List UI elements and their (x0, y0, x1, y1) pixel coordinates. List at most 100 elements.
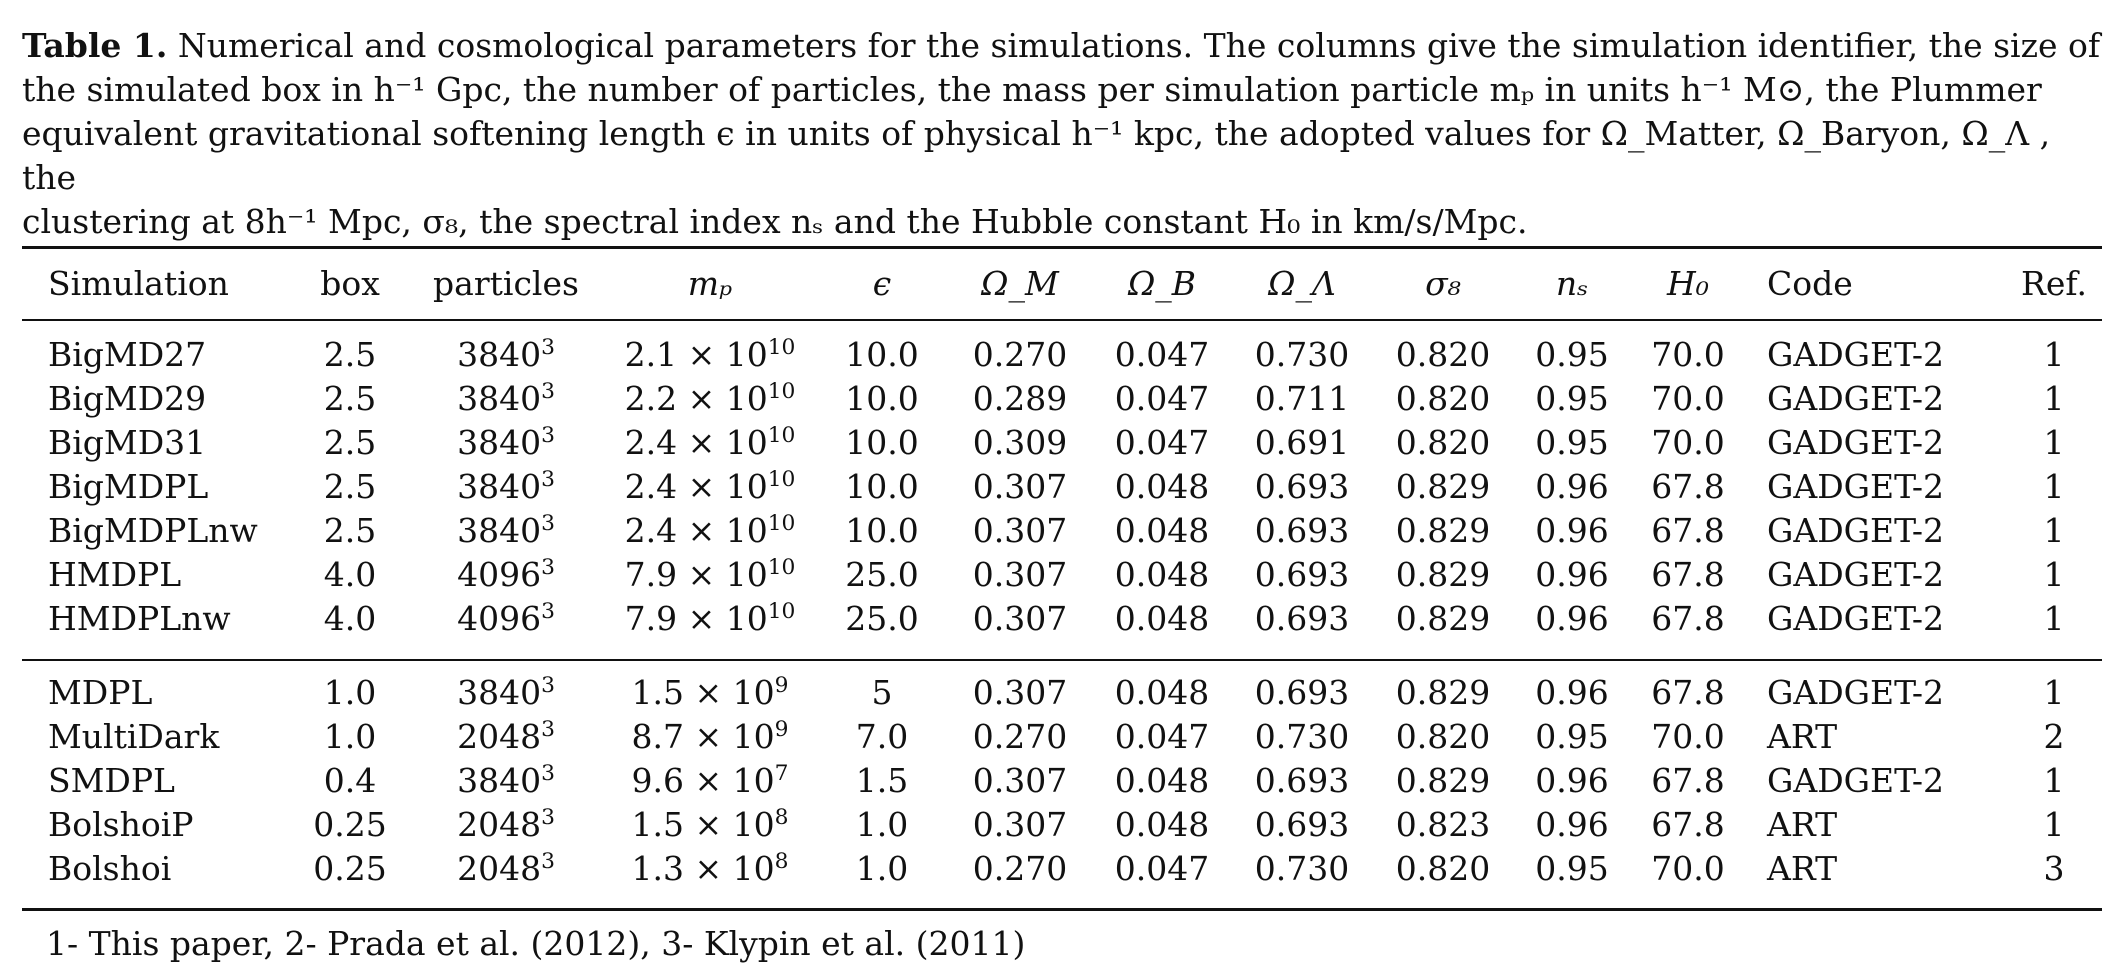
cell-h0: 67.8 (1651, 673, 1725, 712)
cell-omega-m: 0.309 (972, 423, 1068, 462)
cell-h0: 67.8 (1651, 805, 1725, 844)
header-box: box (320, 264, 380, 303)
cell-epsilon: 10.0 (845, 379, 919, 418)
cell-box: 2.5 (323, 335, 377, 374)
cell-sigma8: 0.823 (1395, 805, 1491, 844)
cell-epsilon: 5 (871, 673, 893, 712)
cell-h0: 67.8 (1651, 511, 1725, 550)
cell-simulation: BigMD27 (48, 335, 207, 374)
cell-box: 4.0 (323, 599, 377, 638)
cell-simulation: SMDPL (48, 761, 175, 800)
cell-ns: 0.96 (1535, 467, 1609, 506)
cell-omega-lambda: 0.730 (1254, 849, 1350, 888)
header-code: Code (1767, 264, 1853, 303)
mp-coefficient: 7.9 × 10 (624, 599, 768, 638)
particles-base: 3840 (457, 379, 542, 418)
cell-ns: 0.95 (1535, 849, 1609, 888)
header-mp: mₚ (687, 264, 733, 303)
cell-simulation: BigMDPLnw (48, 511, 258, 550)
particles-base: 3840 (457, 673, 542, 712)
particles-exponent: 3 (541, 805, 555, 831)
cell-code: GADGET-2 (1767, 511, 1945, 550)
particles-base: 2048 (457, 805, 542, 844)
cell-code: ART (1767, 849, 1838, 888)
cell-particles: 38403 (457, 379, 555, 419)
particles-exponent: 3 (541, 555, 555, 581)
mp-coefficient: 7.9 × 10 (624, 555, 768, 594)
cell-particles: 38403 (457, 467, 555, 507)
cell-omega-b: 0.048 (1114, 599, 1210, 638)
cell-omega-lambda: 0.693 (1254, 467, 1350, 506)
cell-sigma8: 0.820 (1395, 379, 1491, 418)
cell-h0: 70.0 (1651, 423, 1725, 462)
header-ns: nₛ (1555, 264, 1589, 303)
cell-omega-m: 0.270 (972, 849, 1068, 888)
cell-omega-lambda: 0.730 (1254, 335, 1350, 374)
cell-ref: 1 (2043, 599, 2065, 638)
cell-epsilon: 10.0 (845, 467, 919, 506)
cell-simulation: BigMD29 (48, 379, 207, 418)
cell-epsilon: 1.5 (855, 761, 909, 800)
caption-text-1: Numerical and cosmological parameters fo… (177, 26, 2101, 65)
cell-epsilon: 1.0 (855, 849, 909, 888)
cell-sigma8: 0.829 (1395, 761, 1491, 800)
cell-ref: 1 (2043, 423, 2065, 462)
cell-box: 0.25 (313, 805, 387, 844)
cell-epsilon: 25.0 (845, 555, 919, 594)
mp-exponent: 8 (774, 805, 789, 831)
mp-exponent: 10 (767, 335, 796, 361)
cell-ns: 0.96 (1535, 599, 1609, 638)
particles-exponent: 3 (541, 423, 555, 449)
particles-base: 3840 (457, 335, 542, 374)
mp-exponent: 7 (774, 761, 789, 787)
cell-sigma8: 0.829 (1395, 555, 1491, 594)
cell-simulation: HMDPLnw (48, 599, 231, 638)
cell-box: 0.25 (313, 849, 387, 888)
mp-coefficient: 2.1 × 10 (624, 335, 768, 374)
cell-mp: 2.4 × 1010 (625, 467, 796, 507)
cell-omega-m: 0.307 (972, 467, 1068, 506)
cell-mp: 7.9 × 1010 (625, 599, 796, 639)
cell-simulation: BigMDPL (48, 467, 209, 506)
cell-code: GADGET-2 (1767, 761, 1945, 800)
cell-sigma8: 0.820 (1395, 423, 1491, 462)
cell-h0: 67.8 (1651, 467, 1725, 506)
cell-h0: 70.0 (1651, 335, 1725, 374)
particles-exponent: 3 (541, 335, 555, 361)
cell-mp: 2.4 × 1010 (625, 423, 796, 463)
mp-exponent: 10 (767, 599, 796, 625)
mp-exponent: 10 (767, 379, 796, 405)
cell-code: GADGET-2 (1767, 599, 1945, 638)
particles-base: 2048 (457, 849, 542, 888)
cell-omega-b: 0.048 (1114, 555, 1210, 594)
mp-exponent: 9 (774, 717, 789, 743)
mp-exponent: 10 (767, 511, 796, 537)
mp-coefficient: 1.5 × 10 (631, 805, 775, 844)
mp-coefficient: 1.3 × 10 (631, 849, 775, 888)
cell-particles: 20483 (457, 849, 555, 889)
header-sigma8: σ₈ (1425, 264, 1461, 303)
cell-mp: 1.3 × 108 (632, 849, 789, 889)
cell-ref: 1 (2043, 761, 2065, 800)
cell-omega-lambda: 0.693 (1254, 761, 1350, 800)
cell-omega-m: 0.289 (972, 379, 1068, 418)
cell-code: ART (1767, 717, 1838, 756)
cell-omega-m: 0.307 (972, 511, 1068, 550)
cell-ns: 0.96 (1535, 805, 1609, 844)
cell-ns: 0.96 (1535, 673, 1609, 712)
cell-particles: 38403 (457, 335, 555, 375)
particles-exponent: 3 (541, 849, 555, 875)
particles-base: 4096 (457, 555, 542, 594)
cell-epsilon: 10.0 (845, 335, 919, 374)
cell-ref: 1 (2043, 335, 2065, 374)
cell-omega-lambda: 0.693 (1254, 599, 1350, 638)
cell-sigma8: 0.820 (1395, 717, 1491, 756)
cell-sigma8: 0.829 (1395, 599, 1491, 638)
cell-ns: 0.95 (1535, 335, 1609, 374)
cell-code: GADGET-2 (1767, 423, 1945, 462)
particles-exponent: 3 (541, 761, 555, 787)
cell-h0: 70.0 (1651, 379, 1725, 418)
mp-coefficient: 1.5 × 10 (631, 673, 775, 712)
cell-ref: 1 (2043, 673, 2065, 712)
group-separator-rule (22, 659, 2102, 661)
